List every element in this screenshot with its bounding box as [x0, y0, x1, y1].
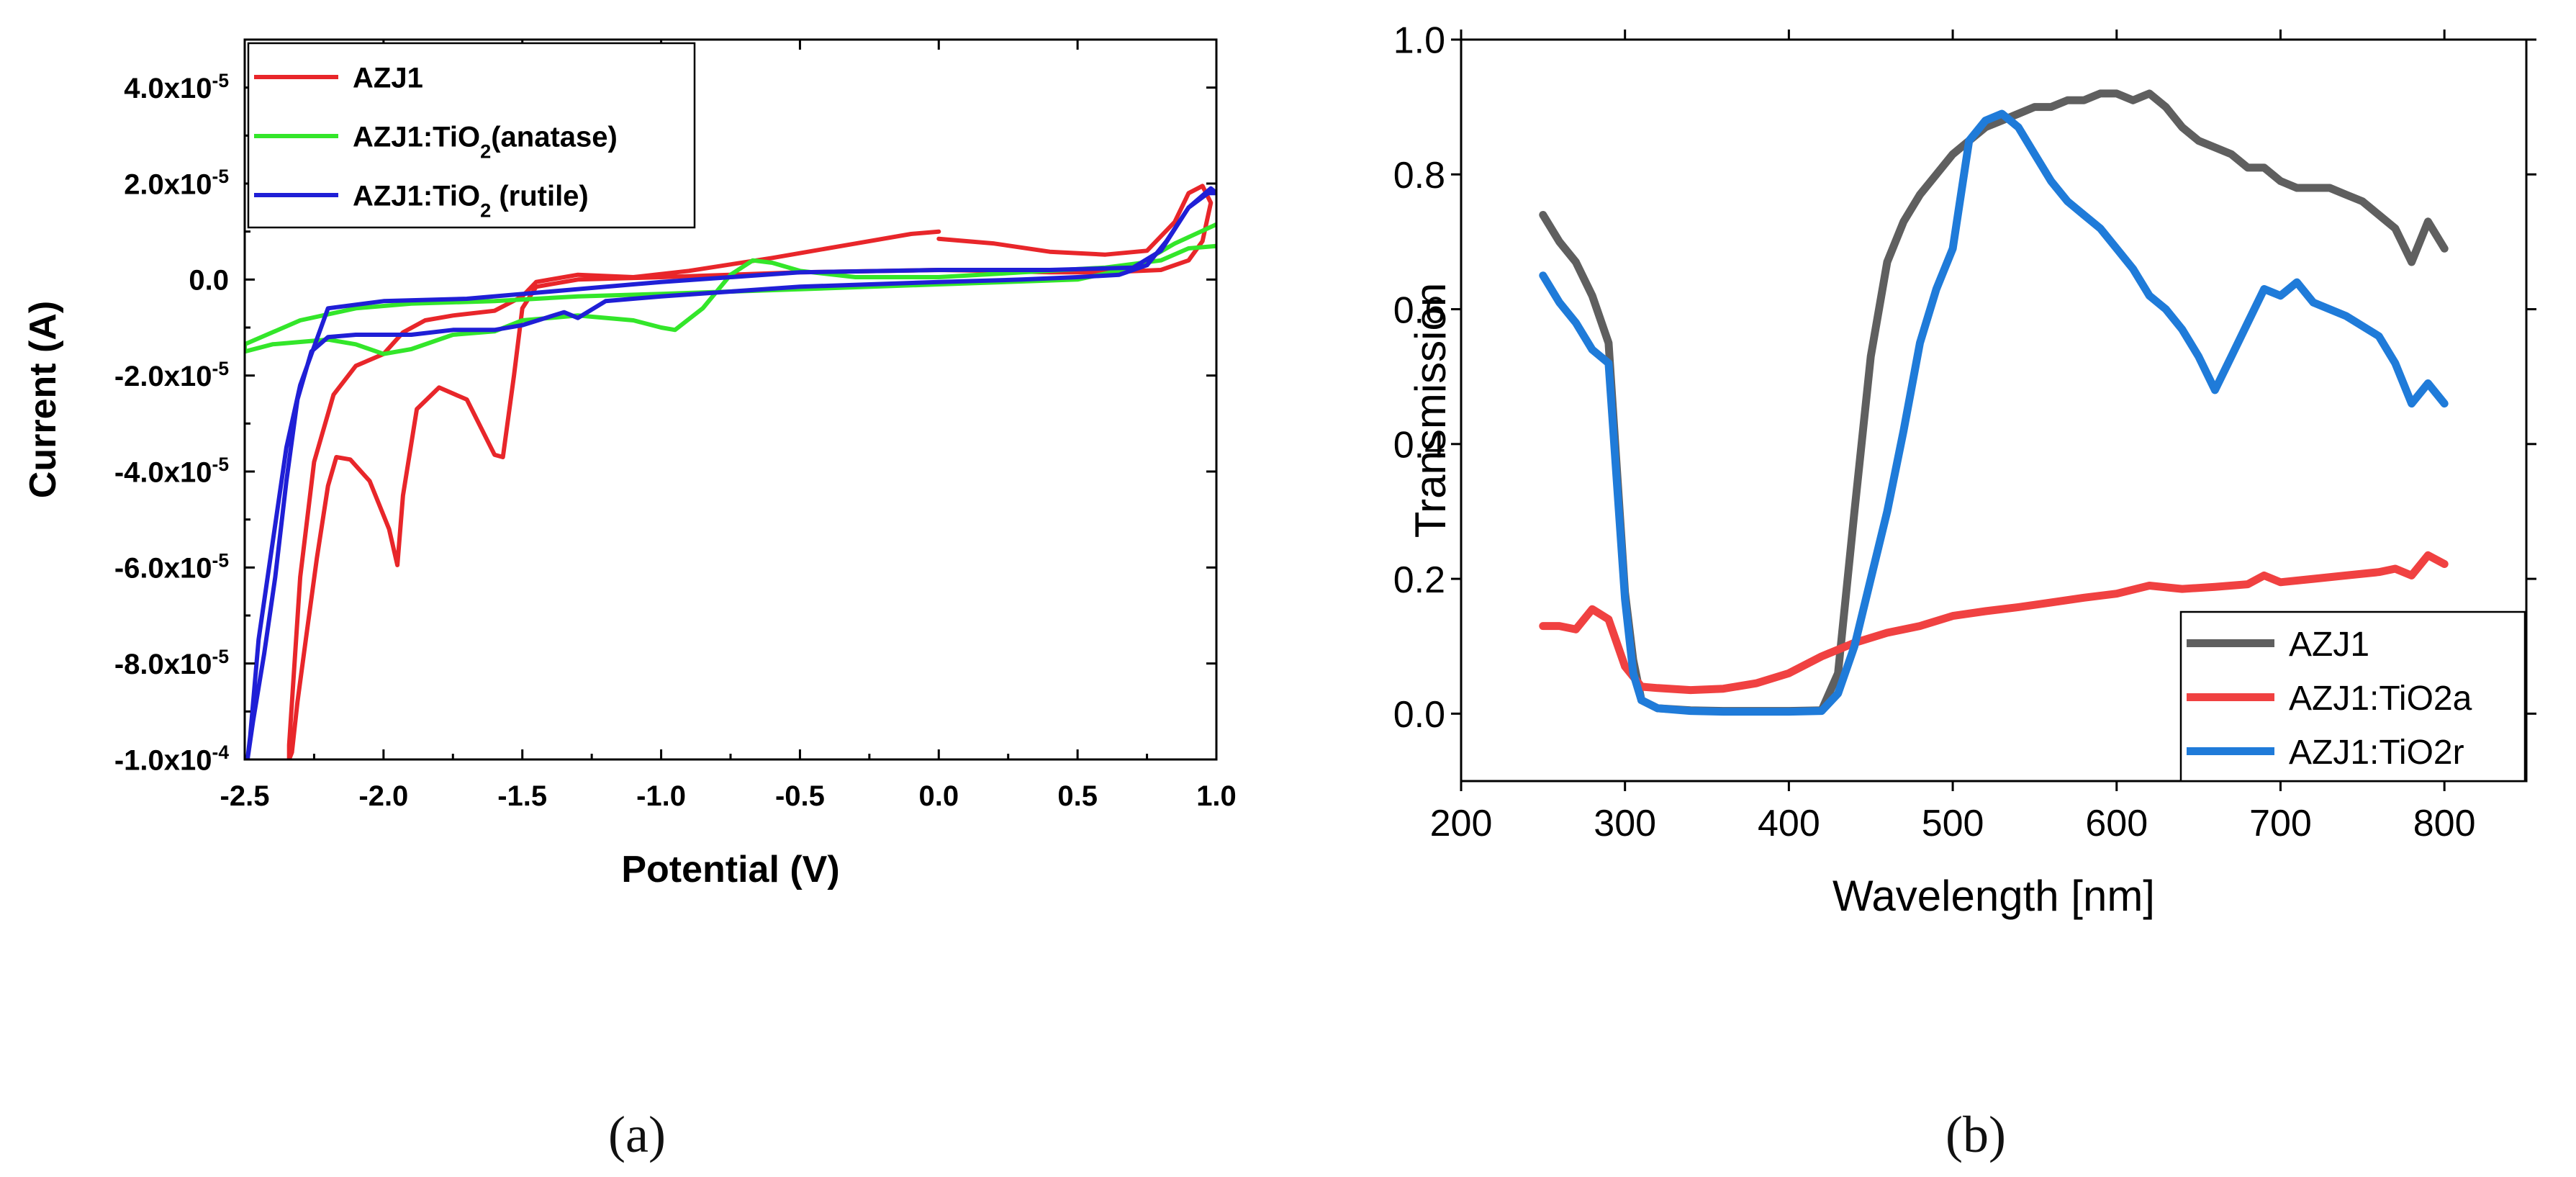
legend-label: AZJ1: [353, 62, 423, 94]
series-group: [1539, 89, 2449, 716]
chart-a: -2.5 -2.0 -1.5 -1.0 -0.5 0.0 0.5 1.04.0x10-52.0…: [22, 38, 1237, 890]
series-line-azj1: [286, 184, 1214, 759]
chart-b: 200 300 400 500 600 700 800 0.0 0.2 0.4 0.6 0.8 1.0 W…: [1393, 20, 2536, 920]
y-tick-label: -1.0x10-4: [114, 741, 229, 776]
y-tick-label: 0.2: [1393, 559, 1445, 601]
text-part: (anatase): [491, 121, 618, 153]
x-tick-label: -1.0: [636, 780, 686, 812]
y-tick-mantissa: 2.0x10: [124, 168, 212, 200]
legend-label: AZJ1:TiO2a: [2289, 680, 2472, 718]
caption-b: (b): [1945, 1106, 2006, 1163]
series-line-azj1-tio2r: [1539, 109, 2449, 716]
y-tick-label: 1.0: [1393, 20, 1445, 62]
x-tick-label: 600: [2085, 803, 2148, 844]
x-tick-label: -1.5: [497, 780, 547, 812]
y-axis-label: Transmission: [1406, 283, 1455, 538]
text-part: AZJ1:TiO2r: [2289, 734, 2464, 772]
x-tick-label: -2.5: [220, 780, 270, 812]
y-tick-label: 0.0: [189, 265, 229, 297]
caption-a: (a): [608, 1106, 666, 1163]
y-tick-label: -4.0x10-5: [114, 454, 229, 488]
y-tick-label: 0.6: [1393, 289, 1445, 331]
x-tick-label: 700: [2249, 803, 2312, 844]
x-tick-label: 400: [1758, 803, 1820, 844]
x-axis-label: Potential (V): [621, 849, 839, 890]
y-tick-exponent: -4: [212, 741, 230, 763]
y-tick-exponent: -5: [212, 646, 229, 667]
text-part: (rutile): [491, 180, 589, 212]
y-tick-mantissa: -6.0x10: [114, 553, 212, 585]
text-part: AZJ1: [353, 62, 423, 94]
x-tick-label: 800: [2413, 803, 2476, 844]
x-tick-label: 500: [1922, 803, 1984, 844]
series-line-azj1-tio2-anatase-: [245, 222, 1216, 356]
x-tick-label: 300: [1594, 803, 1656, 844]
text-part: 2: [480, 199, 491, 221]
y-tick-exponent: -5: [212, 550, 229, 572]
x-tick-label: -2.0: [358, 780, 408, 812]
y-tick-label: -6.0x10-5: [114, 550, 229, 585]
x-tick-label: -0.5: [775, 780, 825, 812]
legend-label: AZJ1: [2289, 626, 2369, 664]
y-tick-exponent: -5: [212, 358, 229, 379]
text-part: AZJ1: [2289, 626, 2369, 664]
y-tick-exponent: -5: [212, 454, 229, 475]
x-tick-label: 1.0: [1196, 780, 1237, 812]
y-tick-exponent: -5: [212, 70, 229, 91]
series-line-azj1-tio2-rutile-: [245, 186, 1216, 759]
legend-label: AZJ1:TiO2 (rutile): [353, 180, 589, 221]
legend-label: AZJ1:TiO2(anatase): [353, 121, 618, 162]
y-tick-label: -8.0x10-5: [114, 646, 229, 680]
y-tick-mantissa: 4.0x10: [124, 73, 212, 104]
y-tick-mantissa: -4.0x10: [114, 456, 212, 488]
y-tick-mantissa: -8.0x10: [114, 649, 212, 680]
legend-label: AZJ1:TiO2r: [2289, 734, 2464, 772]
text-part: AZJ1:TiO: [353, 121, 480, 153]
plot-frame: [1460, 38, 2528, 783]
y-tick-mantissa: -1.0x10: [114, 744, 212, 776]
x-tick-label: 0.5: [1057, 780, 1098, 812]
legend: AZJ1 AZJ1:TiO2a AZJ1:TiO2r: [2179, 610, 2526, 783]
y-tick-label: 2.0x10-5: [124, 166, 229, 200]
text-part: AZJ1:TiO2a: [2289, 680, 2472, 718]
y-tick-label: 0.0: [1393, 694, 1445, 736]
y-axis-label: Current (A): [22, 301, 64, 498]
y-tick-label: -2.0x10-5: [114, 358, 229, 392]
y-tick-label: 0.8: [1393, 155, 1445, 197]
y-tick-mantissa: 0.0: [189, 265, 229, 297]
x-tick-label: 0.0: [918, 780, 959, 812]
x-axis-label: Wavelength [nm]: [1832, 872, 2155, 920]
y-tick-label: 0.4: [1393, 425, 1445, 466]
y-tick-exponent: -5: [212, 166, 229, 187]
y-tick-mantissa: -2.0x10: [114, 361, 212, 392]
text-part: AZJ1:TiO: [353, 180, 480, 212]
y-tick-label: 4.0x10-5: [124, 70, 229, 104]
text-part: 2: [480, 140, 491, 162]
x-tick-label: 200: [1430, 803, 1493, 844]
series-group: [245, 184, 1216, 759]
